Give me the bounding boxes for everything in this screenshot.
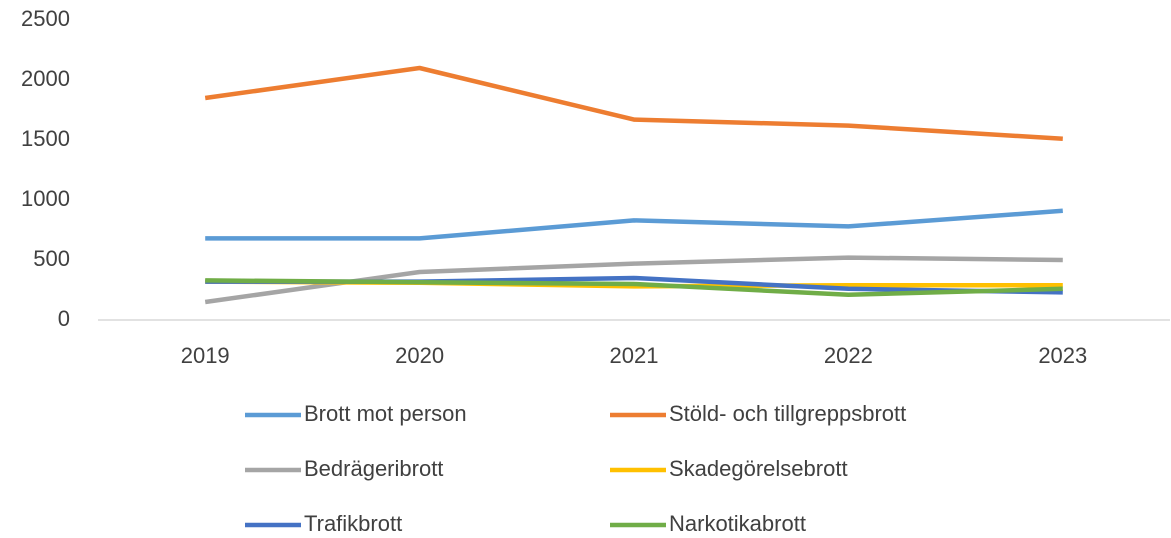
x-tick-label: 2019	[181, 343, 230, 368]
y-tick-label: 1000	[21, 186, 70, 211]
series-line	[205, 208, 1063, 241]
series-line	[205, 278, 1063, 298]
legend-label: Narkotikabrott	[669, 511, 806, 536]
y-tick-label: 1500	[21, 126, 70, 151]
series-line	[204, 65, 1063, 142]
x-tick-label: 2020	[395, 343, 444, 368]
x-tick-label: 2023	[1038, 343, 1087, 368]
y-tick-label: 2500	[21, 6, 70, 31]
legend-label: Stöld- och tillgreppsbrott	[669, 401, 906, 426]
legend-label: Brott mot person	[304, 401, 467, 426]
x-tick-label: 2022	[824, 343, 873, 368]
legend-label: Skadegörelsebrott	[669, 456, 848, 481]
legend-label: Bedrägeribrott	[304, 456, 443, 481]
y-tick-label: 0	[58, 306, 70, 331]
y-tick-label: 2000	[21, 66, 70, 91]
x-tick-label: 2021	[610, 343, 659, 368]
y-tick-label: 500	[33, 246, 70, 271]
legend-label: Trafikbrott	[304, 511, 402, 536]
